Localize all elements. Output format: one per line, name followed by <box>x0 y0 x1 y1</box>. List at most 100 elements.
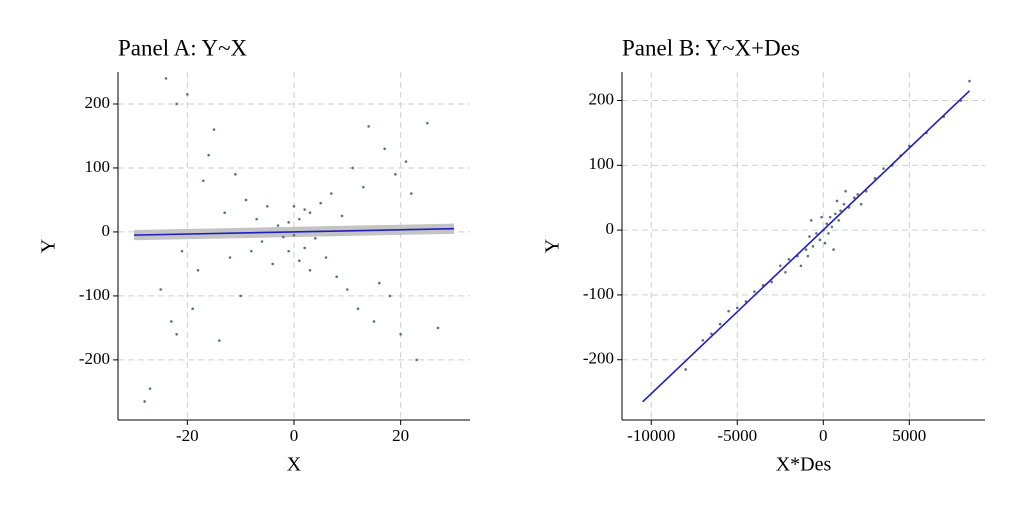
point <box>873 176 877 180</box>
point <box>806 254 810 258</box>
point <box>818 238 822 242</box>
point <box>175 332 178 336</box>
point <box>303 208 306 211</box>
point <box>383 147 386 151</box>
point <box>148 387 152 390</box>
point <box>827 232 830 235</box>
y-axis-label: Y <box>542 239 564 253</box>
point <box>180 249 184 253</box>
point <box>830 225 834 229</box>
point <box>271 262 274 266</box>
point <box>260 240 264 243</box>
point <box>335 275 338 279</box>
point <box>825 222 829 225</box>
point <box>809 219 813 222</box>
point <box>186 93 189 96</box>
point <box>346 288 349 291</box>
point <box>753 290 756 293</box>
point <box>314 237 317 240</box>
point <box>778 264 782 268</box>
point <box>319 201 322 205</box>
point <box>282 235 285 239</box>
point <box>308 211 312 215</box>
point <box>968 79 971 83</box>
y-tick-label: -200 <box>79 349 110 368</box>
point <box>399 332 402 336</box>
point <box>324 256 328 259</box>
point <box>244 198 248 202</box>
point <box>852 196 856 200</box>
point <box>362 185 365 189</box>
point <box>287 249 290 253</box>
point <box>250 249 253 253</box>
point <box>784 270 787 274</box>
x-tick-label: -10000 <box>627 426 675 445</box>
point <box>228 256 232 259</box>
point <box>701 338 705 342</box>
point <box>292 233 296 237</box>
point <box>287 221 290 224</box>
x-tick-label: 20 <box>392 426 409 445</box>
point <box>255 217 258 221</box>
point <box>837 219 841 222</box>
point <box>394 173 397 176</box>
point <box>340 214 344 218</box>
y-tick-label: -100 <box>583 284 614 303</box>
point <box>859 202 863 206</box>
point <box>404 160 408 163</box>
point <box>266 205 269 208</box>
point <box>207 153 210 157</box>
point <box>718 322 722 326</box>
x-tick-label: 0 <box>819 426 828 445</box>
point <box>218 339 221 342</box>
point <box>410 192 413 195</box>
y-tick-label: -200 <box>583 349 614 368</box>
x-tick-label: -5000 <box>717 426 757 445</box>
point <box>844 189 847 193</box>
point <box>159 288 162 291</box>
point <box>378 281 381 285</box>
point <box>388 294 392 298</box>
y-tick-label: 0 <box>606 219 615 238</box>
point <box>811 245 815 248</box>
point <box>212 128 216 131</box>
point <box>196 269 200 272</box>
point <box>727 309 730 313</box>
point <box>143 400 146 403</box>
point <box>175 102 178 106</box>
point <box>828 215 832 219</box>
fit-line <box>133 227 455 236</box>
point <box>426 121 429 125</box>
x-tick-label: 0 <box>290 426 299 445</box>
chart-title: Panel A: Y~X <box>118 35 248 60</box>
point <box>820 215 823 219</box>
point <box>834 212 837 216</box>
point <box>164 77 168 80</box>
x-axis-label: X <box>287 454 302 476</box>
point <box>234 173 237 176</box>
point <box>202 179 205 183</box>
point <box>839 209 842 212</box>
point <box>372 320 376 323</box>
point <box>735 306 739 310</box>
y-tick-label: 100 <box>85 157 111 176</box>
y-tick-label: -100 <box>79 285 110 304</box>
point <box>684 368 687 371</box>
fit-line <box>642 90 971 403</box>
point <box>835 199 839 203</box>
point <box>882 167 885 170</box>
y-tick-label: 200 <box>589 89 615 108</box>
x-tick-label: 5000 <box>892 426 926 445</box>
point <box>436 326 440 330</box>
point <box>832 248 835 251</box>
x-tick-label: -20 <box>176 426 199 445</box>
point <box>356 307 360 310</box>
point <box>223 211 226 215</box>
point <box>856 193 859 196</box>
point <box>823 241 827 245</box>
y-tick-label: 0 <box>102 221 111 240</box>
chart-title: Panel B: Y~X+Des <box>622 35 800 60</box>
point <box>415 358 418 362</box>
x-axis-label: X*Des <box>776 454 832 476</box>
